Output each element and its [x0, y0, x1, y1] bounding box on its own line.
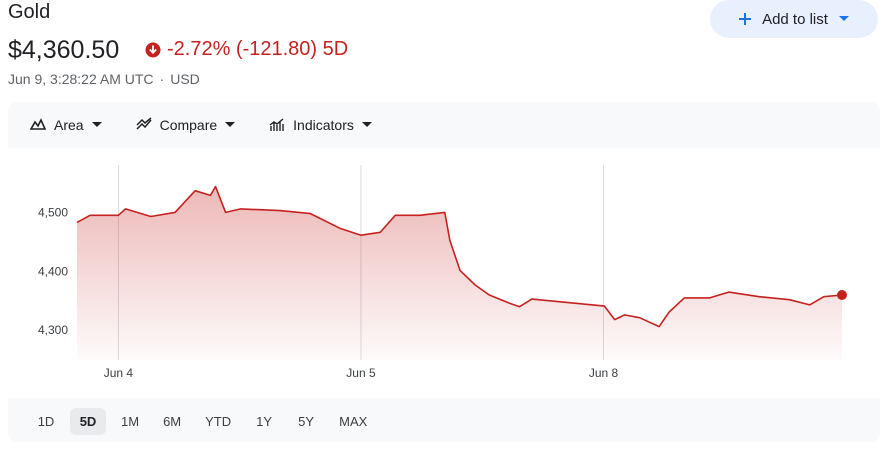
caret [91, 122, 102, 127]
caret [838, 16, 849, 21]
y-tick-label: 4,400 [38, 264, 68, 278]
toolbar-icon [30, 118, 46, 130]
y-tick-label: 4,300 [38, 323, 68, 337]
range-button[interactable]: 5Y [298, 414, 315, 429]
x-tick-label: Jun 4 [104, 366, 134, 380]
add-to-list-button[interactable]: Add to list [710, 0, 878, 38]
range-button[interactable]: 5D [70, 408, 106, 435]
add-label: Add to list [762, 10, 828, 28]
range-button[interactable]: 1D [37, 414, 55, 429]
toolbar-label: Compare [159, 117, 218, 133]
range-button[interactable]: YTD [205, 414, 232, 429]
toolbar-button[interactable]: Compare [136, 117, 236, 133]
plus-icon [739, 13, 752, 25]
toolbar-button[interactable]: Indicators [269, 117, 372, 133]
price-change: -2.72% (-121.80) 5D [167, 38, 349, 60]
asset-title: Gold [8, 1, 51, 23]
toolbar-label: Indicators [293, 117, 354, 133]
toolbar-icon [136, 117, 152, 130]
toolbar-icon [269, 118, 284, 131]
x-tick-label: Jun 5 [346, 366, 376, 380]
toolbar-button[interactable]: Area [30, 117, 102, 133]
caret [225, 122, 236, 127]
chart: 4,300 4,400 4,500 Jun 4 Jun 5 Jun 8 [8, 148, 880, 398]
timestamp: Jun 9, 3:28:22 AM UTC [8, 71, 154, 87]
toolbar-label: Area [54, 117, 84, 133]
toolbar: Area Compare Indicators [30, 112, 372, 138]
price: $4,360.50 [8, 36, 120, 64]
separator: · [159, 71, 165, 87]
price-line [76, 185, 843, 328]
range-button[interactable]: 6M [163, 414, 182, 429]
x-tick-label: Jun 8 [589, 366, 619, 380]
y-tick-label: 4,500 [38, 206, 68, 220]
range-button[interactable]: MAX [339, 414, 368, 429]
down-icon [145, 42, 161, 58]
last-point [836, 289, 847, 300]
range-button[interactable]: 1Y [256, 414, 273, 429]
range-button[interactable]: 1M [121, 414, 140, 429]
area-fill [77, 186, 842, 360]
range-selector: 1D 5D 1M 6M YTD 1Y 5Y MAX [28, 408, 376, 435]
currency: USD [170, 71, 200, 87]
caret [361, 122, 372, 127]
meta: Jun 9, 3:28:22 AM UTC · USD [8, 71, 206, 87]
